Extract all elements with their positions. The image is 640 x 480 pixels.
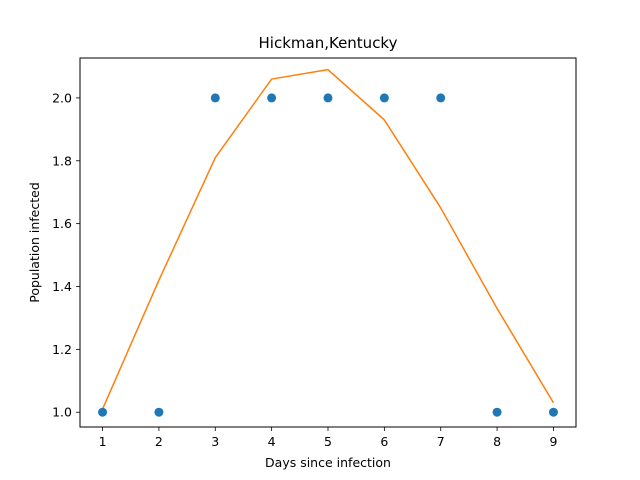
x-tick-label: 3 <box>211 434 219 449</box>
scatter-point <box>492 407 502 417</box>
scatter-point <box>267 93 277 103</box>
chart-title: Hickman,Kentucky <box>259 34 398 52</box>
x-tick-label: 6 <box>380 434 388 449</box>
scatter-point <box>210 93 220 103</box>
x-tick-label: 5 <box>324 434 332 449</box>
scatter-point <box>323 93 333 103</box>
y-axis: 1.0 1.2 1.4 1.6 1.8 2.0 <box>52 90 80 420</box>
x-axis-label: Days since infection <box>265 455 391 470</box>
y-axis-label: Population infected <box>27 182 42 303</box>
x-tick-label: 2 <box>155 434 163 449</box>
y-tick-label: 1.8 <box>52 153 72 168</box>
scatter-point <box>548 407 558 417</box>
y-tick-label: 1.6 <box>52 216 72 231</box>
y-tick-label: 1.4 <box>52 279 72 294</box>
scatter-point <box>98 407 108 417</box>
x-tick-label: 8 <box>493 434 501 449</box>
scatter-point <box>154 407 164 417</box>
x-tick-label: 7 <box>437 434 445 449</box>
x-tick-label: 1 <box>99 434 107 449</box>
y-tick-label: 2.0 <box>52 90 72 105</box>
scatter-point <box>436 93 446 103</box>
x-axis: 1 2 3 4 5 6 7 8 9 <box>99 427 557 449</box>
plot-area <box>98 68 558 417</box>
x-tick-label: 9 <box>549 434 557 449</box>
y-tick-label: 1.2 <box>52 342 72 357</box>
series-line <box>101 68 555 410</box>
scatter-point <box>379 93 389 103</box>
x-tick-label: 4 <box>268 434 276 449</box>
y-tick-label: 1.0 <box>52 405 72 420</box>
